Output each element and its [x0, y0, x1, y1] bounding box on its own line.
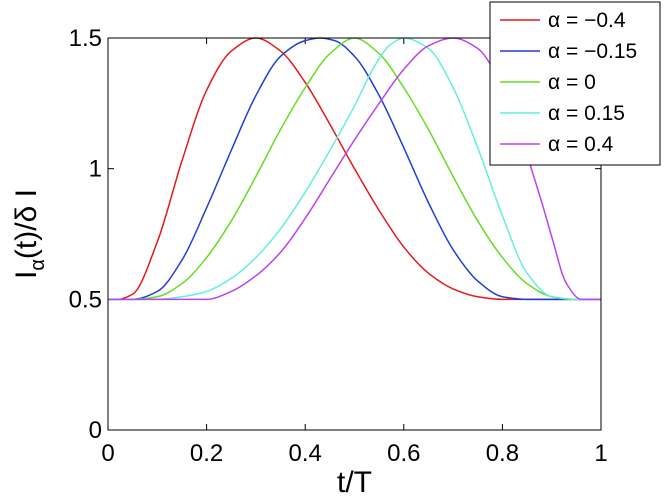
series-line-3: [108, 37, 601, 301]
plot-frame: [107, 37, 602, 431]
x-tick-label: 0.8: [486, 440, 519, 467]
y-tick-label: 0: [89, 417, 102, 444]
series-line-0: [108, 37, 601, 301]
x-tick-label: 0.4: [289, 440, 322, 467]
legend-label: α = −0.4: [548, 9, 626, 32]
y-tick-label: 0.5: [69, 286, 102, 313]
legend-label: α = 0: [548, 71, 596, 94]
x-axis-label: t/T: [337, 466, 372, 499]
legend-label: α = 0.15: [548, 102, 625, 125]
series-line-4: [108, 37, 601, 301]
y-axis-label-subscript: α: [27, 259, 49, 271]
y-tick-label: 1: [89, 156, 102, 183]
x-tick-label: 0.6: [387, 440, 420, 467]
y-axis-label-main: I: [10, 271, 43, 279]
legend-label: α = 0.4: [548, 133, 614, 156]
x-tick-labels: 0 0.2 0.4 0.6 0.8 1: [101, 440, 607, 467]
x-tick-label: 0: [101, 440, 114, 467]
y-tick-label: 1.5: [69, 25, 102, 52]
legend: α = −0.4 α = −0.15 α = 0 α = 0.15 α = 0.4: [489, 1, 661, 166]
x-tick-label: 0.2: [190, 440, 223, 467]
series-lines: [108, 37, 601, 301]
series-line-1: [108, 37, 601, 301]
y-axis-label-rest: (t)/δ I: [10, 189, 43, 259]
x-tick-label: 1: [594, 440, 607, 467]
y-axis-label: Iα(t)/δ I: [10, 189, 49, 279]
legend-label: α = −0.15: [548, 40, 637, 63]
legend-box: [489, 1, 661, 166]
y-tick-labels: 0 0.5 1 1.5: [69, 25, 102, 444]
